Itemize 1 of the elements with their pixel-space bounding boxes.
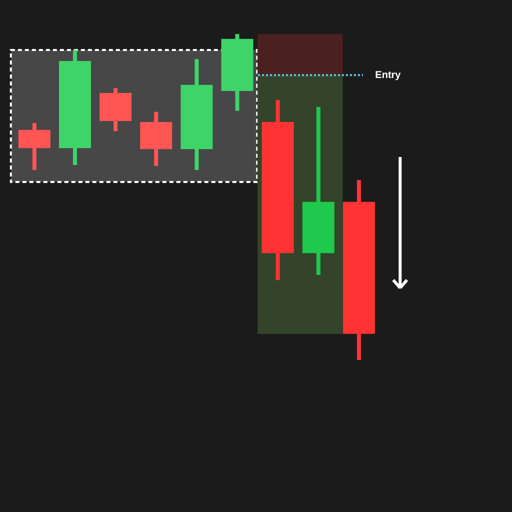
ref-line-label: Entry	[375, 70, 402, 82]
